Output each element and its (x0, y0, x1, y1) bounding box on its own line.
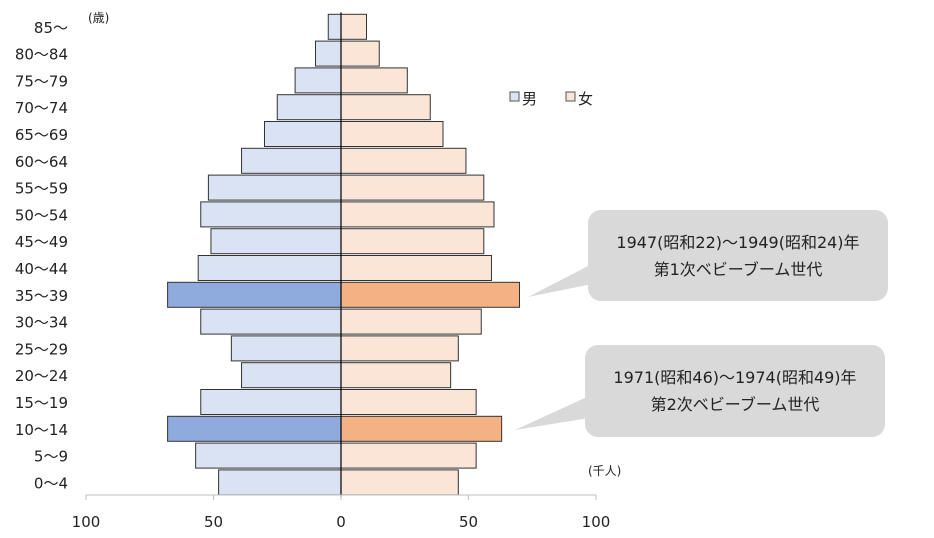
male-bar-15 (294, 67, 342, 94)
male-bar-5 (230, 335, 342, 362)
male-bar-0 (218, 469, 342, 496)
age-label-8: 40～44 (15, 260, 68, 278)
female-bar-12 (340, 147, 467, 174)
male-bar-6 (200, 308, 342, 335)
female-bar-14 (340, 94, 431, 121)
callout-pointer-1 (515, 396, 589, 430)
callout-text-0-1: 第1次ベビーブーム世代 (654, 260, 823, 279)
legend-label-0: 男 (522, 90, 537, 108)
male-bar-3 (200, 389, 342, 415)
age-label-9: 45～49 (15, 233, 68, 251)
female-bar-7 (340, 281, 520, 308)
x-tick-label-1: 50 (204, 513, 223, 531)
male-bar-13 (264, 121, 342, 147)
female-bar-8 (340, 255, 492, 281)
male-bar-1 (195, 442, 342, 469)
age-label-4: 20～24 (15, 367, 68, 385)
male-bar-4 (241, 362, 342, 389)
bars-group (167, 12, 520, 497)
age-label-17: 85～ (34, 19, 68, 37)
callout-text-0-0: 1947(昭和22)～1949(昭和24)年 (616, 233, 859, 252)
male-bar-16 (315, 40, 342, 67)
legend-swatch-0 (509, 91, 520, 102)
callout-box-1 (585, 345, 885, 437)
legend: 男女 (509, 90, 593, 108)
age-label-0: 0～4 (34, 474, 68, 492)
female-bar-10 (340, 201, 495, 228)
age-label-10: 50～54 (15, 206, 68, 224)
callout-pointer-0 (528, 264, 592, 297)
callout-text-1-1: 第2次ベビーブーム世代 (651, 395, 820, 414)
male-bar-10 (200, 201, 342, 228)
age-label-11: 55～59 (15, 180, 68, 198)
age-label-1: 5～9 (34, 448, 68, 466)
x-axis: 100 50 0 50 100 (72, 494, 611, 531)
female-bar-4 (340, 362, 452, 389)
callout-box-0 (588, 210, 888, 301)
callout-text-1-0: 1971(昭和46)～1974(昭和49)年 (613, 368, 856, 387)
legend-label-1: 女 (578, 90, 593, 108)
age-label-2: 10～14 (15, 421, 68, 439)
female-bar-2 (340, 415, 503, 442)
x-unit-label: (千人) (588, 464, 621, 478)
x-tick-label-4: 100 (582, 513, 611, 531)
age-labels-group: 0～4 5～9 10～14 15～19 20～24 25～29 30～34 35～39 40～4… (15, 19, 68, 493)
age-label-12: 60～64 (15, 153, 68, 171)
male-bar-7 (167, 281, 342, 308)
female-bar-5 (340, 335, 459, 362)
female-bar-13 (340, 121, 444, 147)
female-bar-6 (340, 308, 482, 335)
male-bar-17 (327, 13, 342, 40)
x-tick-label-0: 100 (72, 513, 101, 531)
x-tick-label-2: 0 (336, 513, 346, 531)
female-bar-3 (340, 389, 477, 415)
age-label-7: 35～39 (15, 287, 68, 305)
female-bar-17 (340, 13, 367, 40)
x-tick-label-3: 50 (459, 513, 478, 531)
female-bar-11 (340, 174, 485, 201)
male-bar-9 (210, 228, 342, 255)
female-bar-15 (340, 67, 408, 94)
male-bar-14 (276, 94, 342, 121)
male-bar-2 (167, 415, 342, 442)
legend-swatch-1 (565, 91, 576, 102)
age-label-6: 30～34 (15, 314, 68, 332)
male-bar-12 (241, 147, 342, 174)
female-bar-16 (340, 40, 380, 67)
age-label-5: 25～29 (15, 340, 68, 358)
age-label-14: 70～74 (15, 99, 68, 117)
age-label-3: 15～19 (15, 394, 68, 412)
male-bar-8 (197, 255, 342, 281)
male-bar-11 (207, 174, 342, 201)
female-bar-0 (340, 469, 459, 496)
age-label-13: 65～69 (15, 126, 68, 144)
female-bar-9 (340, 228, 485, 255)
age-label-16: 80～84 (15, 46, 68, 64)
female-bar-1 (340, 442, 477, 469)
age-label-15: 75～79 (15, 72, 68, 90)
y-unit-label: (歳) (88, 11, 109, 25)
